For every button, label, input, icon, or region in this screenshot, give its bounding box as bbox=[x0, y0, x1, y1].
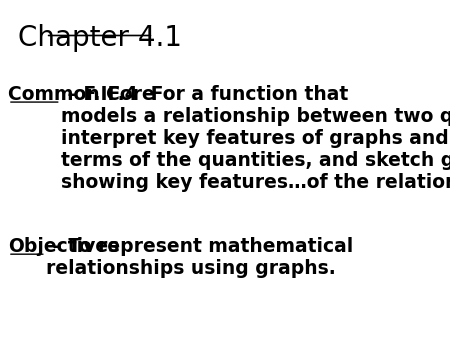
Text: – To represent mathematical
relationships using graphs.: – To represent mathematical relationship… bbox=[46, 237, 353, 277]
Text: Chapter 4.1: Chapter 4.1 bbox=[18, 24, 181, 52]
Text: – F.IF.4  For a function that
models a relationship between two quantities,
inte: – F.IF.4 For a function that models a re… bbox=[61, 84, 450, 192]
Text: Objectives: Objectives bbox=[8, 237, 119, 256]
Text: Common Core: Common Core bbox=[8, 84, 155, 103]
